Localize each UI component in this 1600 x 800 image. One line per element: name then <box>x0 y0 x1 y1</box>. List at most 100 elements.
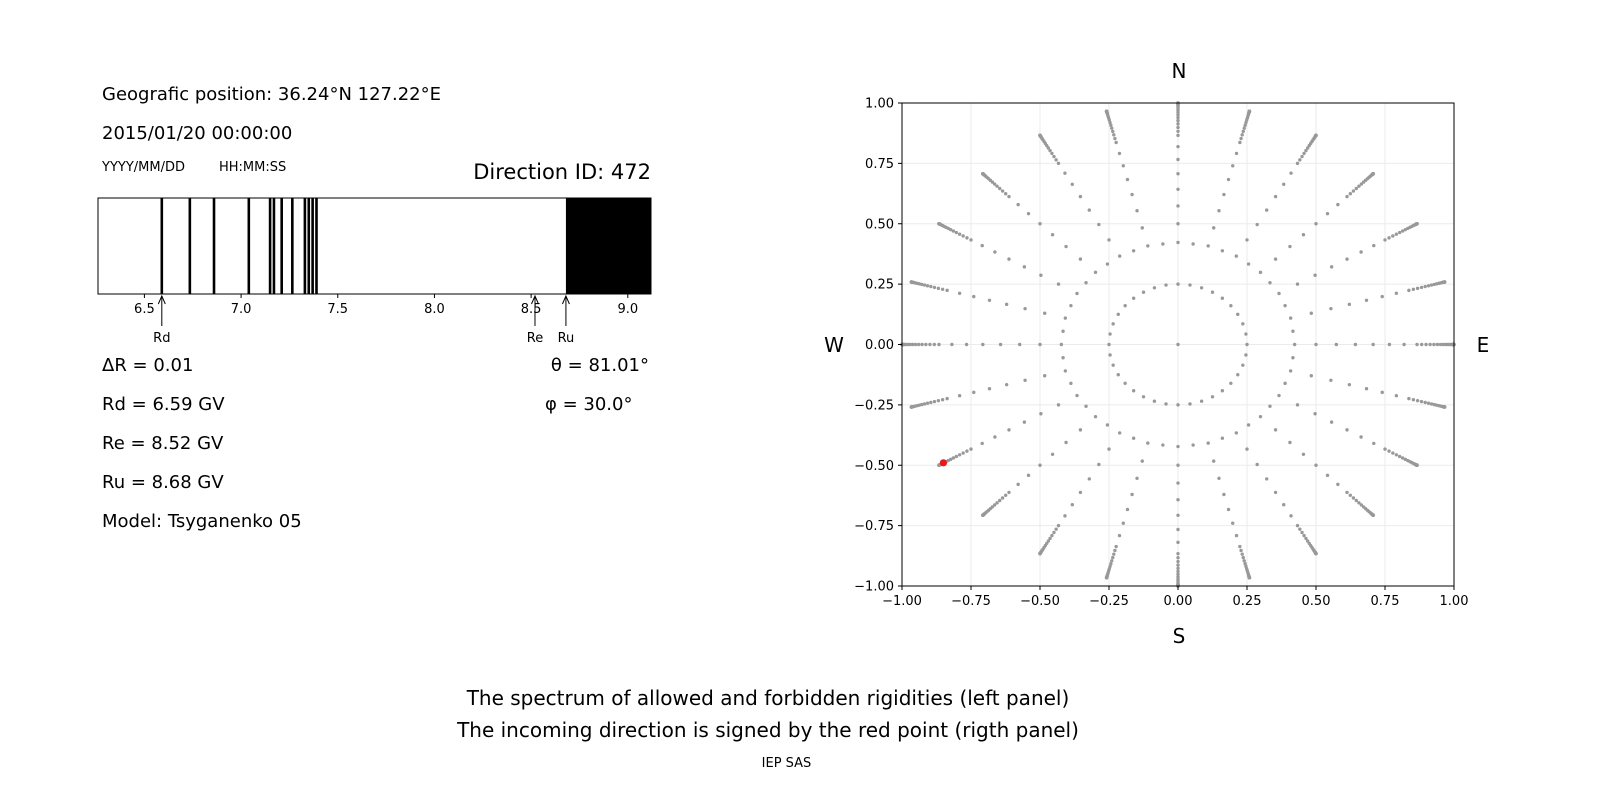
direction-grid-point <box>1407 288 1411 293</box>
direction-grid-point <box>1176 133 1180 138</box>
direction-grid-point <box>1226 507 1231 512</box>
x-axis-tick-label: −0.25 <box>1089 594 1129 609</box>
direction-grid-point <box>1141 290 1146 294</box>
direction-grid-point <box>1176 144 1180 149</box>
spectrum-tick-label: 8.0 <box>424 302 445 317</box>
direction-grid-point <box>1438 342 1443 347</box>
direction-grid-point <box>1061 329 1065 333</box>
credit-label: IEP SAS <box>761 756 812 771</box>
direction-grid-point <box>922 283 927 287</box>
direction-grid-point <box>1353 342 1358 347</box>
direction-grid-point <box>1061 356 1065 360</box>
direction-grid-point <box>1176 559 1180 564</box>
direction-grid-point <box>1110 559 1114 563</box>
direction-grid-point <box>945 396 949 401</box>
direction-grid-point <box>1059 342 1064 347</box>
direction-grid-point <box>1131 389 1136 393</box>
direction-grid-point <box>1304 148 1308 153</box>
direction-grid-point <box>1301 452 1306 456</box>
direction-grid-point <box>1176 115 1180 120</box>
direction-grid-point <box>1016 202 1020 207</box>
direction-grid-point <box>1003 493 1008 497</box>
direction-grid-point <box>1176 113 1180 117</box>
direction-grid-point <box>1345 194 1349 199</box>
direction-grid-point <box>1038 133 1042 138</box>
direction-grid-point <box>965 236 969 240</box>
direction-grid-point <box>1245 447 1249 451</box>
direction-grid-point <box>1217 476 1221 480</box>
direction-grid-point <box>1039 412 1043 416</box>
direction-grid-point <box>1176 157 1180 162</box>
direction-grid-point <box>1050 151 1054 156</box>
direction-grid-point <box>1348 493 1353 497</box>
direction-grid-point <box>995 501 999 505</box>
direction-grid-point <box>1255 222 1259 227</box>
direction-grid-point <box>987 298 992 303</box>
direction-grid-point <box>1329 420 1334 424</box>
direction-grid-point <box>1387 449 1391 453</box>
direction-grid-point <box>1116 312 1120 317</box>
direction-grid-point <box>1111 555 1115 560</box>
direction-grid-point <box>925 284 930 288</box>
direction-grid-point <box>1052 154 1056 159</box>
direction-grid-point <box>1391 234 1395 238</box>
x-axis-tick-label: 0.50 <box>1302 594 1331 609</box>
direction-grid-point <box>1357 501 1361 505</box>
direction-grid-point <box>936 398 941 403</box>
direction-grid-point <box>1063 171 1067 175</box>
direction-grid-point <box>1222 192 1226 197</box>
direction-grid-point <box>1104 576 1109 580</box>
direction-grid-point <box>1277 291 1281 296</box>
direction-grid-point <box>1345 257 1349 261</box>
direction-grid-point <box>913 342 918 347</box>
direction-grid-point <box>1415 286 1420 291</box>
x-axis-tick-label: 1.00 <box>1440 594 1469 609</box>
direction-grid-point <box>1007 490 1011 495</box>
direction-grid-point <box>1064 440 1068 445</box>
direction-grid-point <box>1397 230 1402 235</box>
direction-grid-point <box>1212 459 1216 463</box>
direction-grid-point <box>981 172 985 176</box>
marker-arrowhead-re <box>531 294 539 305</box>
direction-grid-point <box>1123 303 1127 308</box>
direction-grid-point <box>1415 463 1419 467</box>
direction-grid-point <box>1397 454 1402 459</box>
direction-grid-point <box>1288 244 1292 249</box>
direction-grid-point <box>1220 389 1225 393</box>
direction-grid-point <box>1220 296 1225 300</box>
direction-grid-point <box>1415 222 1419 226</box>
direction-grid-point <box>1243 562 1247 566</box>
direction-grid-point <box>1364 298 1369 303</box>
direction-grid-point <box>1283 303 1287 308</box>
direction-grid-point <box>993 250 997 254</box>
direction-grid-point <box>1247 576 1252 580</box>
direction-grid-point <box>1114 140 1118 145</box>
direction-grid-point <box>1313 273 1317 277</box>
caption-line-2: The incoming direction is signed by the … <box>457 718 1079 742</box>
direction-grid-point <box>1265 208 1269 212</box>
direction-grid-point <box>1234 254 1239 258</box>
direction-grid-point <box>1419 399 1424 404</box>
direction-grid-point <box>1387 342 1392 347</box>
direction-grid-point <box>1345 490 1349 495</box>
direction-grid-point <box>957 232 962 236</box>
time-format-label: HH:MM:SS <box>219 160 287 175</box>
direction-grid-point <box>1432 342 1436 347</box>
direction-grid-point <box>1140 226 1144 230</box>
direction-grid-point <box>1093 414 1098 419</box>
direction-grid-point <box>1400 456 1405 460</box>
direction-grid-point <box>964 342 969 347</box>
direction-grid-point <box>1003 192 1008 196</box>
direction-grid-point <box>1111 363 1115 367</box>
direction-grid-point <box>1229 381 1233 386</box>
direction-grid-point <box>1078 428 1083 432</box>
direction-grid-point <box>1109 562 1113 566</box>
direction-grid-point <box>1191 242 1195 246</box>
x-axis-tick-label: −1.00 <box>882 594 922 609</box>
direction-grid-point <box>909 280 914 284</box>
direction-grid-point <box>1097 462 1101 467</box>
direction-grid-point <box>972 294 976 299</box>
direction-grid-point <box>1130 192 1134 197</box>
direction-grid-point <box>1411 397 1416 402</box>
direction-grid-point <box>1050 452 1055 456</box>
